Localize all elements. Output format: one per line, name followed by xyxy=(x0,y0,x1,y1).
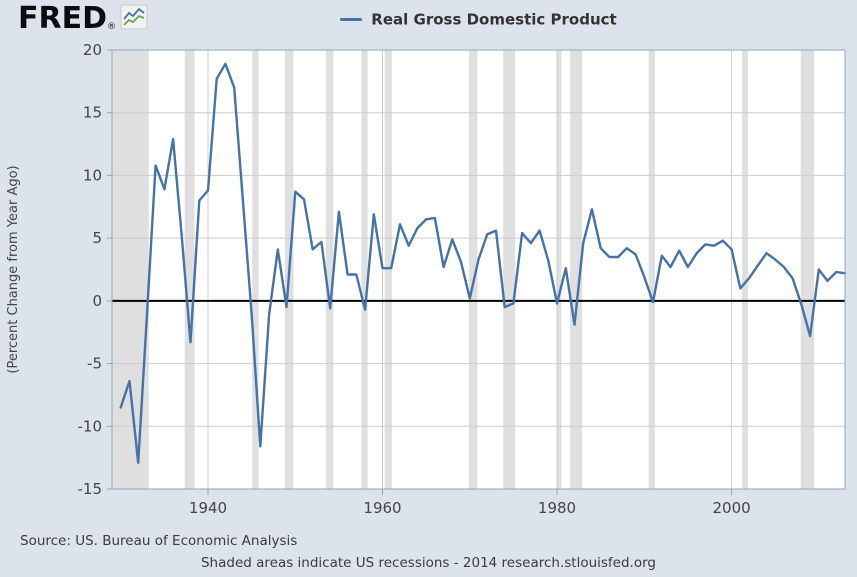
recession-band xyxy=(325,50,334,489)
source-text: Source: US. Bureau of Economic Analysis xyxy=(20,533,298,549)
recession-band xyxy=(503,50,516,489)
y-tick-label: 10 xyxy=(83,166,102,184)
x-tick-label: 1940 xyxy=(189,499,227,517)
fred-logo: FRED ® xyxy=(18,4,148,34)
legend: Real Gross Domestic Product xyxy=(112,9,845,29)
y-tick-label: -10 xyxy=(78,417,103,435)
x-tick-label: 2000 xyxy=(713,499,751,517)
y-tick-label: 20 xyxy=(83,41,102,59)
recession-note-text: Shaded areas indicate US recessions - 20… xyxy=(200,555,656,571)
y-axis-title: (Percent Change from Year Ago) xyxy=(6,165,21,373)
x-tick-label: 1960 xyxy=(363,499,401,517)
recession-band xyxy=(361,50,368,489)
plot-area xyxy=(112,50,845,489)
x-tick-label: 1980 xyxy=(538,499,576,517)
y-tick-label: 15 xyxy=(83,104,102,122)
recession-band xyxy=(469,50,478,489)
recession-band xyxy=(112,50,149,489)
y-tick-label: 0 xyxy=(92,292,102,310)
y-tick-label: -15 xyxy=(78,480,103,498)
recession-band xyxy=(742,50,748,489)
recession-band xyxy=(557,50,562,489)
registered-mark-icon: ® xyxy=(107,22,116,32)
plot-border xyxy=(111,49,846,490)
recession-band xyxy=(184,50,195,489)
gdp-line-chart: 20 15 10 5 0 -5 -10 -15 1940 1960 1980 2000 (Percent… xyxy=(6,41,847,517)
y-tick-label: -5 xyxy=(87,355,102,373)
legend-line-swatch xyxy=(340,18,363,21)
data-line xyxy=(119,62,847,464)
recession-band xyxy=(570,50,583,489)
fred-logo-chart-icon xyxy=(120,4,148,34)
recession-band xyxy=(252,50,259,489)
legend-label: Real Gross Domestic Product xyxy=(371,10,617,29)
fred-logo-text: FRED xyxy=(18,1,107,36)
y-tick-label: 5 xyxy=(92,229,102,247)
recession-band xyxy=(800,50,815,489)
recession-band xyxy=(384,50,392,489)
recession-band xyxy=(648,50,655,489)
